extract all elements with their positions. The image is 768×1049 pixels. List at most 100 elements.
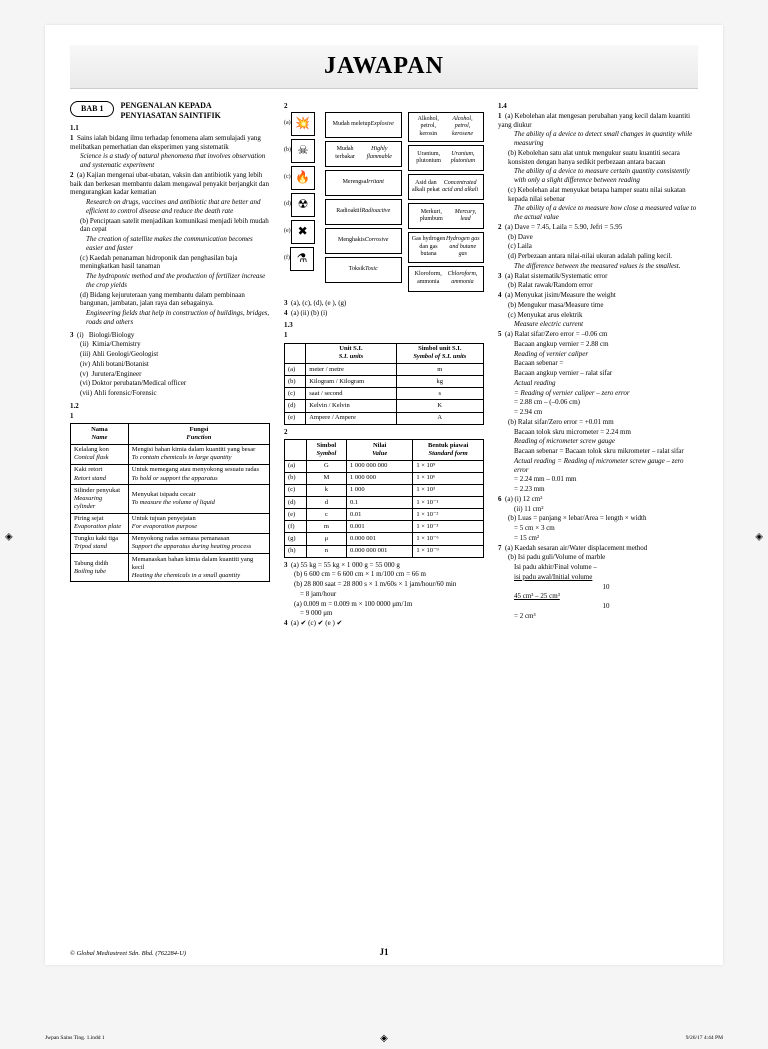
skull-icon: ☠: [291, 139, 315, 163]
q2b: Penciptaan satelit menjadikan komunikasi…: [80, 217, 269, 234]
bab-badge: BAB 1: [70, 101, 114, 117]
q14-5b2: Bacaan tolok skru micrometer = 2.24 mm: [514, 428, 698, 437]
calc3c2: = 8 jam/hour: [300, 590, 484, 599]
q14-7a: Kaedah sesaran air/Water displacement me…: [515, 544, 648, 552]
q14-5b2i: Reading of micrometer screw gauge: [514, 437, 698, 446]
column-1: BAB 1 PENGENALAN KEPADAPENYIASATAN SAINT…: [70, 101, 270, 629]
page: JAWAPAN BAB 1 PENGENALAN KEPADAPENYIASAT…: [45, 25, 723, 965]
q14-2a: Dave = 7.45, Laila = 5.90, Jefri = 5.95: [515, 223, 623, 231]
ans3: (a), (c), (d), (e ), (g): [291, 299, 346, 307]
calc3d: (a) 0.009 m = 0.009 m × 100 0000 μm/1m: [294, 600, 484, 609]
q3v: Jurutera/Engineer: [92, 370, 142, 378]
q2bi: The creation of satellite makes the comm…: [86, 235, 270, 253]
q14-1b: Kebolehan satu alat untuk mengukur suatu…: [508, 149, 680, 166]
q14-5a: Ralat sifar/Zero error = –0.06 cm: [515, 330, 608, 338]
q14-5a2i: Reading of vernier caliper: [514, 350, 698, 359]
table-prefixes: SimbolSymbolNilaiValueBentuk piawaiStand…: [284, 439, 484, 557]
q2d: Bidang kejuruteraan yang membantu dalam …: [80, 291, 245, 308]
q14-5b: Ralat sifar/Zero error = +0.01 mm: [518, 418, 614, 426]
q3vi: Doktor perubatan/Medical officer: [92, 379, 186, 387]
q3iii: Ahli Geologi/Geologist: [92, 350, 158, 358]
q14-6a2: (ii) 11 cm²: [514, 505, 698, 514]
q3ii: Kimia/Chemistry: [92, 340, 141, 348]
q2c: Kaedah penanaman hidroponik dan penghasi…: [80, 254, 237, 271]
columns: BAB 1 PENGENALAN KEPADAPENYIASATAN SAINT…: [70, 101, 698, 629]
q3iv: Ahli botani/Botanist: [92, 360, 149, 368]
q14-6b3: = 15 cm²: [514, 534, 698, 543]
q14-2b: Dave: [518, 233, 533, 241]
page-number: J1: [380, 947, 389, 957]
q14-7b3: isi padu awal/Initial volume: [514, 573, 698, 582]
sec-1.1: 1.1: [70, 124, 270, 133]
calc3b: (b) 6 600 cm = 6 600 cm × 1 m/100 cm = 6…: [294, 570, 484, 579]
q14-7b2: Isi padu akhir/Final volume –: [514, 563, 698, 572]
q3vii: Ahli forensic/Forensic: [94, 389, 157, 397]
q14-2di: The difference between the measured valu…: [514, 262, 698, 271]
q14-5b3: Bacaan sebenar = Bacaan tolok skru mikro…: [514, 447, 698, 456]
crop-bottom: ◈: [380, 1033, 388, 1044]
q14-5b5: = 2.23 mm: [514, 485, 698, 494]
q14-7b5: 10: [514, 583, 698, 592]
q14-5a5: = Reading of vernier caliper – zero erro…: [514, 389, 698, 398]
indd-file: Jwpan Sains Ting. 1.indd 1: [45, 1035, 105, 1041]
q14-1ai: The ability of a device to detect small …: [514, 130, 698, 148]
sec-1.3: 1.3: [284, 321, 484, 330]
q2ai: Research on drugs, vaccines and antibiot…: [86, 198, 270, 216]
calc3a: (a) 55 kg = 55 kg × 1 000 g = 55 000 g: [291, 561, 400, 569]
q14-5a6: = 2.88 cm – (–0.06 cm): [514, 398, 698, 407]
calc3c: (b) 28 800 saat = 28 800 s × 1 m/60s × 1…: [294, 580, 484, 589]
q14-5a4i: Actual reading: [514, 379, 698, 388]
q14-5a2: Bacaan angkup vernier = 2.88 cm: [514, 340, 698, 349]
calc3d2: = 9 000 μm: [300, 609, 484, 618]
q14-6a: (i) 12 cm²: [515, 495, 543, 503]
q14-1bi: The ability of a device to measure certa…: [514, 167, 698, 185]
q2ci: The hydroponic method and the production…: [86, 272, 270, 290]
q14-2d: Perbezaan antara nilai-nilai ukuran adal…: [518, 252, 672, 260]
q14-4c: Menyukat arus elektrik: [518, 311, 583, 319]
q14-3b: Ralat rawak/Random error: [518, 281, 593, 289]
table-si-units: Unit S.I.S.I. unitsSimbol unit S.I.Symbo…: [284, 343, 484, 425]
column-2: 2 (a)💥 (b)☠ (c)🔥 (d)☢ (e)✖ (f)⚗ Mudah me…: [284, 101, 484, 629]
q1-text: Sains ialah bidang ilmu terhadap fenomen…: [70, 134, 261, 151]
hazard-diagram: (a)💥 (b)☠ (c)🔥 (d)☢ (e)✖ (f)⚗ Mudah mele…: [284, 112, 484, 295]
flame-icon: 🔥: [291, 166, 315, 190]
q14-1ci: The ability of a device to measure how c…: [514, 204, 698, 222]
q1-italic: Science is a study of natural phenomena …: [80, 152, 270, 170]
indd-date: 9/26/17 4:44 PM: [686, 1035, 723, 1041]
crop-right: ◈: [755, 532, 763, 543]
corrosive-icon: ⚗: [290, 247, 314, 271]
q3i: Biologi/Biology: [89, 331, 135, 339]
table-nama-fungsi: NamaNameFungsiFunction Kelalang konConic…: [70, 423, 270, 582]
q14-6b: Luas = panjang × lebar/Area = length × w…: [518, 514, 647, 522]
q14-7b6: 45 cm³ – 25 cm³: [514, 592, 698, 601]
q14-5a3: Bacaan sebenar =: [514, 359, 698, 368]
q14-6b2: = 5 cm × 3 cm: [514, 524, 698, 533]
q14-3a: Ralat sistematik/Systematic error: [515, 272, 608, 280]
sec-1.4: 1.4: [498, 102, 698, 111]
sec-1.2: 1.2: [70, 402, 270, 411]
q14-5a4: Bacaan angkup vernier – ralat sifar: [514, 369, 698, 378]
q2a: Kajian mengenai ubat-ubatan, vaksin dan …: [70, 171, 269, 197]
q14-4a: Menyukat jisim/Measure the weight: [515, 291, 616, 299]
q14-5a7: = 2.94 cm: [514, 408, 698, 417]
q14-7b9: = 2 cm³: [514, 612, 698, 621]
q14-4b: Mengukur masa/Measure time: [518, 301, 604, 309]
q14-4ci: Measure electric current: [514, 320, 698, 329]
q14-1c: Kebolehan alat menyukat betapa hamper su…: [508, 186, 686, 203]
explosion-icon: 💥: [291, 112, 315, 136]
q14-2c: Laila: [518, 242, 532, 250]
q14-7b8: 10: [514, 602, 698, 611]
column-3: 1.4 1 (a) Kebolehan alat mengesan peruba…: [498, 101, 698, 629]
crop-left: ◈: [5, 532, 13, 543]
q2di: Engineering fields that help in construc…: [86, 309, 270, 327]
irritant-icon: ✖: [291, 220, 315, 244]
q14-7b: Isi padu guli/Volume of marble: [518, 553, 605, 561]
q14-1a: Kebolehan alat mengesan perubahan yang k…: [498, 112, 690, 129]
radioactive-icon: ☢: [291, 193, 315, 217]
copyright: © Global Mediastreet Sdn. Bhd. (762284-U…: [70, 950, 186, 957]
q14-5b4: = 2.24 mm – 0.01 mm: [514, 475, 698, 484]
ans4: (a) (ii) (b) (i): [291, 309, 327, 317]
calc4: (a) ✔ (c) ✔ (e ) ✔: [291, 619, 342, 627]
bab-title: PENGENALAN KEPADAPENYIASATAN SAINTIFIK: [120, 101, 220, 120]
page-title: JAWAPAN: [70, 45, 698, 89]
